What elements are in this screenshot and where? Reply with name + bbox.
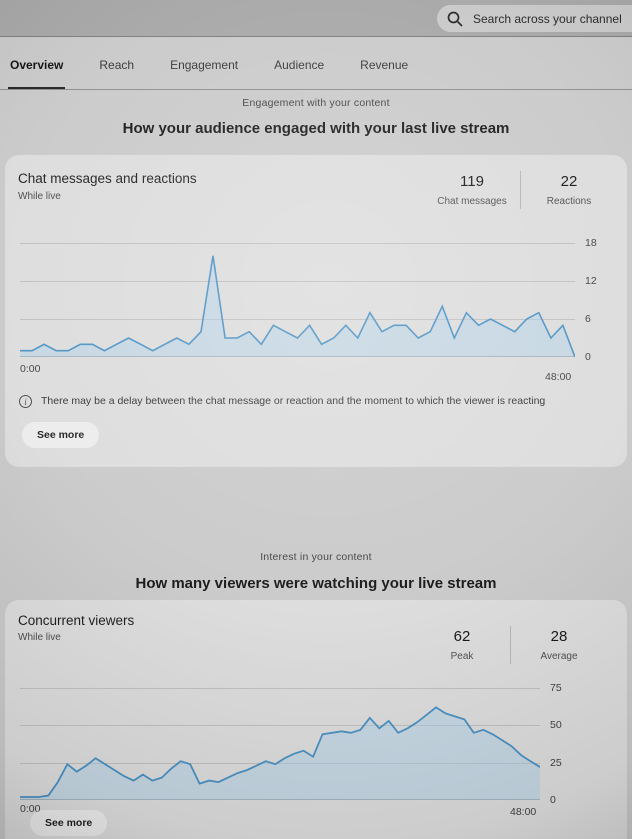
concurrent-viewers-card: Concurrent viewers While live 62 Peak 28… xyxy=(5,600,627,839)
stat-average: 28 Average xyxy=(519,628,599,662)
search-placeholder: Search across your channel xyxy=(473,11,622,26)
tab-audience[interactable]: Audience xyxy=(274,58,325,72)
ytick-0: 0 xyxy=(550,794,556,806)
reactions-value: 22 xyxy=(560,173,578,190)
stat-reactions: 22 Reactions xyxy=(529,173,609,207)
ytick-0: 0 xyxy=(585,351,591,363)
peak-label: Peak xyxy=(450,651,474,662)
average-value: 28 xyxy=(550,628,568,645)
chat-messages-line-chart[interactable] xyxy=(20,243,575,357)
top-bar: Search across your channel xyxy=(0,0,632,37)
xlabel-end: 48:00 xyxy=(545,371,572,383)
gridline xyxy=(20,688,540,689)
xlabel-start: 0:00 xyxy=(20,803,41,815)
card2-stats: 62 Peak 28 Average xyxy=(422,626,599,664)
info-icon: i xyxy=(19,395,32,408)
card2-title: Concurrent viewers xyxy=(18,613,135,628)
card1-subtitle: While live xyxy=(18,191,61,202)
concurrent-viewers-area-chart[interactable] xyxy=(20,688,540,800)
ytick-12: 12 xyxy=(585,274,597,287)
delay-note-text: There may be a delay between the chat me… xyxy=(41,395,546,407)
x-axis-line xyxy=(20,356,575,357)
ytick-25: 25 xyxy=(550,756,562,769)
viewers-chart-plot: 75 50 25 0 xyxy=(20,682,562,806)
section1-title: How your audience engaged with your last… xyxy=(122,120,510,137)
chat-messages-label: Chat messages xyxy=(437,196,507,207)
delay-note: i There may be a delay between the chat … xyxy=(19,395,579,409)
see-more-button-viewers[interactable]: See more xyxy=(30,810,108,836)
gridline xyxy=(20,318,575,320)
chat-messages-value: 119 xyxy=(460,173,484,190)
search-icon xyxy=(447,11,463,27)
tab-engagement[interactable]: Engagement xyxy=(170,58,239,72)
chat-chart-plot: 18 12 6 0 xyxy=(20,237,597,363)
ytick-50: 50 xyxy=(550,719,562,732)
section1-eyebrow: Engagement with your content xyxy=(242,97,390,109)
tab-overview[interactable]: Overview xyxy=(8,58,66,89)
chart-line xyxy=(20,255,575,357)
stats-divider xyxy=(520,171,521,209)
tab-revenue[interactable]: Revenue xyxy=(360,58,409,72)
chat-messages-card: Chat messages and reactions While live 1… xyxy=(5,155,627,467)
chart-line xyxy=(20,706,540,798)
xlabel-end: 48:00 xyxy=(510,806,537,818)
xlabel-start: 0:00 xyxy=(20,363,41,375)
gridline xyxy=(20,762,540,764)
ytick-18: 18 xyxy=(585,237,597,249)
section2-title: How many viewers were watching your live… xyxy=(135,575,497,592)
search-input[interactable]: Search across your channel xyxy=(437,5,632,32)
average-label: Average xyxy=(540,651,578,662)
section2-eyebrow: Interest in your content xyxy=(260,551,372,563)
chart-area-fill xyxy=(20,255,575,357)
card2-subtitle: While live xyxy=(18,632,61,643)
stats-divider xyxy=(510,626,511,664)
peak-value: 62 xyxy=(453,628,471,645)
stat-peak: 62 Peak xyxy=(422,628,502,662)
reactions-label: Reactions xyxy=(546,196,592,207)
gridline xyxy=(20,280,575,282)
tab-reach[interactable]: Reach xyxy=(99,58,135,72)
chart-area-fill xyxy=(20,707,540,800)
ytick-6: 6 xyxy=(585,312,591,325)
ytick-75: 75 xyxy=(550,682,562,694)
gridline xyxy=(20,243,575,244)
card1-stats: 119 Chat messages 22 Reactions xyxy=(432,171,609,209)
see-more-button-engagement[interactable]: See more xyxy=(22,422,100,448)
gridline xyxy=(20,725,540,727)
x-axis-line xyxy=(20,799,540,800)
card1-title: Chat messages and reactions xyxy=(18,171,197,186)
stat-chat-messages: 119 Chat messages xyxy=(432,173,512,207)
analytics-tabbar: Overview Reach Engagement Audience Reven… xyxy=(0,37,632,90)
